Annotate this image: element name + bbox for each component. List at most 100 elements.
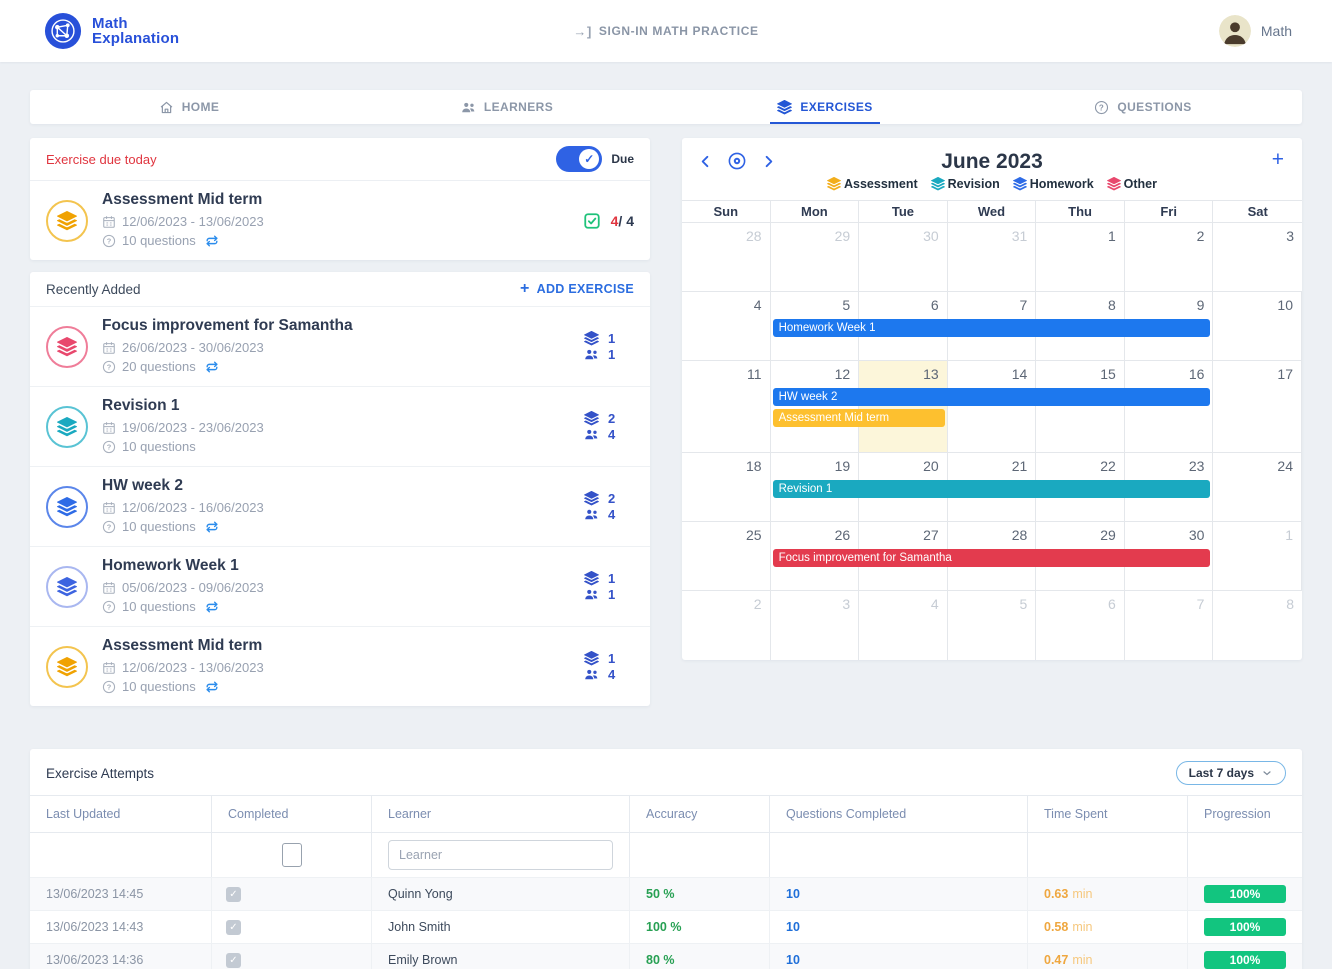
day-header-mon: Mon — [771, 201, 860, 222]
tab-exercises[interactable]: EXERCISES — [666, 90, 984, 124]
column-header-last-updated[interactable]: Last Updated — [30, 795, 212, 832]
column-header-accuracy[interactable]: Accuracy — [630, 795, 770, 832]
app-logo[interactable]: Math Explanation — [44, 12, 179, 50]
app-header: Math Explanation →] SIGN-IN MATH PRACTIC… — [0, 0, 1332, 62]
legend-label: Homework — [1029, 177, 1094, 191]
column-header-completed[interactable]: Completed — [212, 795, 372, 832]
calendar-day[interactable]: 11 — [682, 361, 771, 452]
question-circle-icon: ? — [102, 440, 116, 454]
calendar-day-today[interactable]: 13 — [859, 361, 948, 452]
calendar-event[interactable]: Homework Week 1 — [772, 319, 1211, 337]
exercise-questions: ? 10 questions — [102, 677, 572, 696]
calendar-day[interactable]: 3 — [1286, 228, 1294, 244]
completed-checkbox[interactable]: ✓ — [226, 919, 241, 935]
calendar-day[interactable]: 6 — [1036, 591, 1125, 660]
question-circle-icon: ? — [102, 520, 116, 534]
calendar-day[interactable]: 3 — [771, 591, 860, 660]
today-icon[interactable] — [728, 152, 746, 170]
exercise-list-item[interactable]: Assessment Mid term 12/06/2023 - 13/06/20… — [30, 626, 650, 706]
calendar-day[interactable]: 25 — [682, 522, 771, 590]
add-exercise-button[interactable]: + ADD EXERCISE — [520, 281, 634, 297]
tab-label: HOME — [181, 100, 220, 114]
day-header-sat: Sat — [1247, 204, 1268, 219]
layers-icon — [826, 177, 841, 191]
layers-icon — [57, 210, 77, 231]
due-exercise-item[interactable]: Assessment Mid term 12/06/2023 - 13/06/2… — [30, 181, 650, 260]
exercise-list-item[interactable]: Focus improvement for Samantha 26/06/2023… — [30, 306, 650, 386]
cell-completed: ✓ — [212, 878, 372, 910]
exercise-count-value: 1 — [608, 571, 616, 586]
calendar-day[interactable]: 2 — [1125, 223, 1214, 291]
layers-icon — [1106, 177, 1121, 191]
calendar-day[interactable]: 7 — [1125, 591, 1214, 660]
chevron-right-icon[interactable] — [761, 154, 776, 169]
calendar-day[interactable]: 5 — [948, 591, 1037, 660]
calendar-event[interactable]: Focus improvement for Samantha — [772, 549, 1211, 567]
chevron-left-icon[interactable] — [698, 154, 713, 169]
exercise-list-item[interactable]: Revision 1 19/06/2023 - 23/06/2023? 10 que… — [30, 386, 650, 466]
user-menu[interactable]: Math — [1218, 15, 1292, 47]
exercise-list-item[interactable]: Homework Week 1 05/06/2023 - 09/06/2023? 1… — [30, 546, 650, 626]
table-row[interactable]: 13/06/2023 14:36 ✓ Emily Brown 80 % 10 0.47 mi… — [30, 943, 1302, 969]
calendar-day[interactable]: 28 — [682, 223, 771, 291]
calendar-day[interactable]: 17 — [1213, 361, 1302, 452]
calendar-day[interactable]: 24 — [1213, 453, 1302, 521]
exercise-list-item[interactable]: HW week 2 12/06/2023 - 16/06/2023? 10 ques… — [30, 466, 650, 546]
completed-checkbox[interactable]: ✓ — [226, 952, 241, 968]
table-row[interactable]: 13/06/2023 14:45 ✓ Quinn Yong 50 % 10 0.63 min… — [30, 877, 1302, 910]
calendar-day[interactable]: 30 — [1125, 522, 1214, 590]
layers-icon — [584, 331, 599, 346]
calendar-week: 25 26 27 28 29 30 1 Focus improvement for Saman… — [682, 522, 1302, 591]
tab-questions[interactable]: ? QUESTIONS — [984, 90, 1302, 124]
calendar-day[interactable]: 4 — [682, 292, 771, 360]
calendar-day[interactable]: 15 — [1036, 361, 1125, 452]
tab-home[interactable]: HOME — [30, 90, 348, 124]
cell-last-updated: 13/06/2023 14:36 — [30, 944, 212, 969]
calendar-day[interactable]: 12 — [771, 361, 860, 452]
calendar-day[interactable]: 29 — [771, 223, 860, 291]
signin-link[interactable]: →] SIGN-IN MATH PRACTICE — [0, 24, 1332, 39]
calendar-day[interactable]: 2 — [682, 591, 771, 660]
learner-count: 4 — [584, 507, 634, 522]
calendar-event[interactable]: Assessment Mid term — [772, 409, 945, 427]
calendar-day[interactable]: 10 — [1213, 292, 1302, 360]
calendar-day[interactable]: 18 — [682, 453, 771, 521]
calendar-day[interactable]: 30 — [859, 223, 948, 291]
add-event-button[interactable]: + — [1271, 148, 1284, 171]
calendar-day[interactable]: 23 — [1125, 453, 1214, 521]
due-toggle[interactable]: ✓ — [556, 146, 603, 172]
calendar-day[interactable]: 16 — [1125, 361, 1214, 452]
due-panel-header: Exercise due today ✓ Due — [30, 138, 650, 181]
brand-name: Math Explanation — [92, 16, 179, 46]
column-header-learner[interactable]: Learner — [372, 795, 630, 832]
calendar-day[interactable]: 9 — [1125, 292, 1214, 360]
due-toggle-group: ✓ Due — [556, 146, 634, 172]
calendar-day[interactable]: 1 — [1036, 223, 1125, 291]
filter-cell-accuracy — [630, 832, 770, 877]
calendar-day[interactable]: 31 — [948, 223, 1037, 291]
column-header-progression[interactable]: Progression — [1188, 795, 1302, 832]
tab-learners[interactable]: LEARNERS — [348, 90, 666, 124]
question-circle-icon: ? — [102, 234, 116, 248]
calendar-month-title: June 2023 — [941, 150, 1043, 173]
calendar-event[interactable]: Revision 1 — [772, 480, 1211, 498]
accuracy-value: 50 % — [646, 887, 675, 901]
calendar-event[interactable]: HW week 2 — [772, 388, 1211, 406]
date-range-dropdown[interactable]: Last 7 days — [1175, 761, 1286, 785]
table-row[interactable]: 13/06/2023 14:43 ✓ John Smith 100 % 10 0.58 mi… — [30, 910, 1302, 943]
learner-filter-input[interactable] — [388, 840, 613, 870]
completed-checkbox[interactable]: ✓ — [226, 886, 241, 902]
brand-line1: Math — [92, 15, 128, 32]
calendar-day[interactable]: 4 — [859, 591, 948, 660]
calendar-day[interactable]: 1 — [1213, 522, 1302, 590]
calendar-day[interactable]: 8 — [1286, 596, 1294, 612]
completed-filter-checkbox[interactable] — [281, 843, 302, 867]
column-header-questions-completed[interactable]: Questions Completed — [770, 795, 1028, 832]
exercise-date-range: 19/06/2023 - 23/06/2023 — [122, 420, 264, 435]
exercise-details: Assessment Mid term 12/06/2023 - 13/06/2… — [102, 191, 571, 250]
svg-text:?: ? — [107, 602, 112, 611]
column-header-time-spent[interactable]: Time Spent — [1028, 795, 1188, 832]
calendar-day[interactable]: 14 — [948, 361, 1037, 452]
